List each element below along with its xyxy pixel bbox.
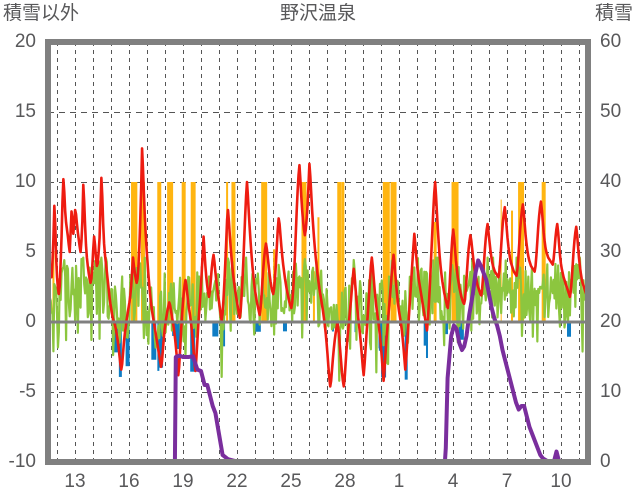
snow-depth-line-series — [48, 258, 588, 464]
svg-text:40: 40 — [600, 171, 621, 192]
svg-text:0: 0 — [600, 451, 611, 472]
plot-frame — [45, 39, 591, 465]
svg-text:7: 7 — [502, 471, 513, 492]
svg-text:25: 25 — [280, 471, 301, 492]
left-axis-unit-label: 積雪以外 — [3, 3, 80, 24]
svg-text:10: 10 — [550, 471, 571, 492]
axis-tick-labels: -10 -5 0 5 10 15 20 0 10 20 30 40 50 60 13 16 19 22 25 28 1 4… — [9, 31, 622, 492]
svg-text:5: 5 — [25, 241, 36, 262]
svg-text:0: 0 — [25, 311, 36, 332]
svg-text:20: 20 — [600, 311, 621, 332]
svg-text:50: 50 — [600, 101, 621, 122]
svg-text:-5: -5 — [19, 381, 36, 402]
green-line-series — [46, 256, 590, 382]
svg-text:10: 10 — [15, 171, 36, 192]
right-axis-unit-label: 積雪 — [594, 3, 633, 24]
svg-text:10: 10 — [600, 381, 621, 402]
svg-text:30: 30 — [600, 241, 621, 262]
temperature-line-series — [46, 147, 590, 388]
svg-text:28: 28 — [334, 471, 355, 492]
svg-text:4: 4 — [448, 471, 459, 492]
svg-text:1: 1 — [394, 471, 405, 492]
svg-text:60: 60 — [600, 31, 621, 52]
svg-text:19: 19 — [172, 471, 193, 492]
svg-text:20: 20 — [15, 31, 36, 52]
chart-title: 野沢温泉 — [279, 3, 356, 24]
svg-text:-10: -10 — [9, 451, 36, 472]
svg-text:16: 16 — [118, 471, 139, 492]
svg-text:13: 13 — [64, 471, 85, 492]
svg-text:15: 15 — [15, 101, 36, 122]
svg-text:22: 22 — [226, 471, 247, 492]
